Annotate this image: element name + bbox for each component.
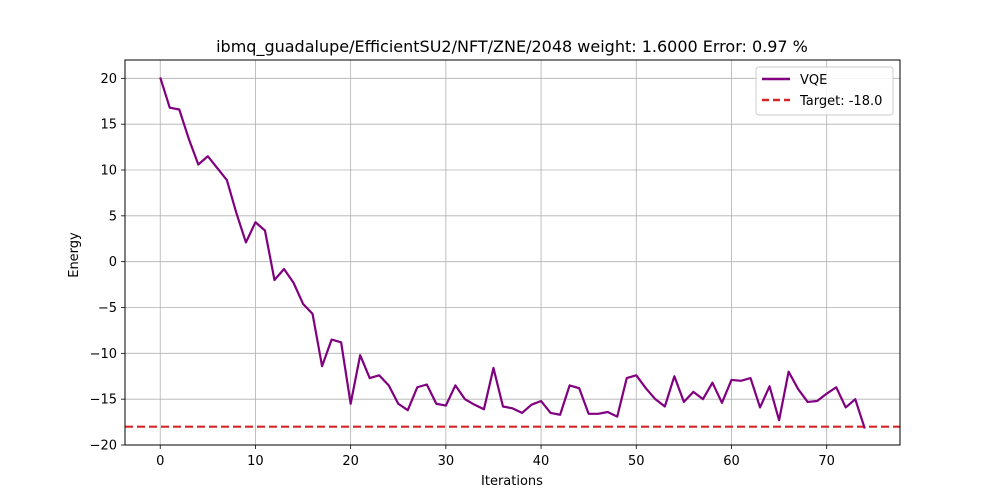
x-tick-label: 30	[438, 454, 455, 469]
x-tick-label: 70	[818, 454, 835, 469]
legend-label-target: Target: -18.0	[799, 94, 882, 109]
y-tick-label: 5	[109, 209, 117, 224]
x-tick-label: 0	[156, 454, 164, 469]
legend: VQE Target: -18.0	[755, 66, 894, 116]
y-tick-label: 10	[100, 164, 117, 179]
chart-title: ibmq_guadalupe/EfficientSU2/NFT/ZNE/2048…	[216, 37, 808, 57]
y-tick-label: 15	[100, 118, 117, 133]
plot-frame	[124, 59, 901, 446]
x-tick-label: 10	[247, 454, 264, 469]
vqe-series	[159, 77, 866, 429]
y-tick-label: 20	[100, 72, 117, 87]
axis-ticks: 0 10 20 30 40 50 60 70 −20 −15 −10 −5 0 5 10 15 20	[90, 72, 835, 469]
y-tick-label: −15	[90, 393, 117, 408]
x-tick-label: 20	[342, 454, 359, 469]
x-axis-label: Iterations	[481, 474, 543, 489]
x-tick-label: 60	[723, 454, 740, 469]
y-tick-label: 0	[109, 255, 117, 270]
y-tick-label: −10	[90, 347, 117, 362]
x-tick-label: 40	[533, 454, 550, 469]
y-axis-label: Energy	[67, 232, 82, 278]
legend-label-vqe: VQE	[800, 73, 827, 88]
x-tick-label: 50	[628, 454, 645, 469]
legend-box	[755, 66, 894, 116]
y-tick-label: −20	[90, 439, 117, 454]
y-tick-label: −5	[98, 301, 117, 316]
vqe-line	[159, 77, 866, 429]
